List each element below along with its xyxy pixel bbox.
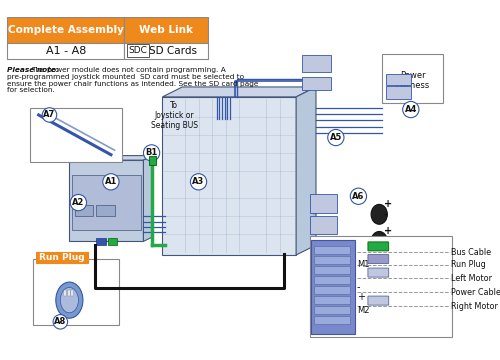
Bar: [314, 266, 350, 274]
Text: Power
Harness: Power Harness: [396, 71, 430, 90]
Bar: [314, 306, 350, 314]
Text: B1: B1: [146, 148, 158, 157]
Text: -: -: [384, 210, 388, 220]
Circle shape: [70, 194, 86, 211]
Bar: [96, 205, 114, 216]
Bar: [124, 17, 208, 43]
FancyBboxPatch shape: [368, 296, 388, 305]
Bar: [314, 286, 350, 294]
Bar: [33, 260, 119, 324]
Bar: [75, 205, 93, 216]
Bar: [149, 156, 156, 165]
Text: pre-programmed joystick mounted  SD card must be selected to: pre-programmed joystick mounted SD card …: [7, 74, 244, 80]
Bar: [7, 17, 124, 43]
Bar: [71, 290, 74, 296]
Ellipse shape: [371, 231, 388, 251]
Text: To
Joystick or
Seating BUS: To Joystick or Seating BUS: [150, 100, 198, 130]
Text: A3: A3: [192, 177, 204, 186]
Bar: [96, 238, 106, 245]
Text: for selection.: for selection.: [7, 87, 55, 93]
Bar: [302, 77, 332, 90]
Text: The power module does not contain programming. A: The power module does not contain progra…: [32, 67, 226, 73]
FancyBboxPatch shape: [368, 268, 388, 277]
Bar: [314, 246, 350, 254]
Text: A5: A5: [330, 133, 342, 142]
Circle shape: [53, 315, 68, 329]
Text: A7: A7: [44, 111, 56, 120]
Text: A8: A8: [54, 317, 66, 326]
Text: Complete Assembly: Complete Assembly: [8, 25, 123, 35]
Circle shape: [350, 188, 366, 204]
Bar: [386, 74, 411, 85]
Text: Please note:: Please note:: [7, 67, 59, 73]
Bar: [314, 276, 350, 284]
Text: Bus Cable: Bus Cable: [450, 248, 490, 257]
Text: SD Cards: SD Cards: [150, 46, 198, 56]
Text: A4: A4: [404, 105, 417, 114]
Text: +: +: [384, 199, 392, 209]
Bar: [64, 290, 66, 296]
Circle shape: [190, 174, 206, 190]
Circle shape: [103, 174, 119, 190]
Bar: [310, 236, 452, 337]
Bar: [30, 108, 122, 162]
Bar: [70, 160, 144, 242]
Polygon shape: [144, 156, 152, 242]
Bar: [72, 175, 140, 230]
FancyBboxPatch shape: [368, 242, 388, 251]
Polygon shape: [296, 87, 316, 255]
Text: M2: M2: [356, 306, 369, 315]
Text: Run Plug: Run Plug: [40, 253, 85, 262]
Bar: [314, 256, 350, 264]
Text: +: +: [384, 226, 392, 236]
Text: -: -: [384, 237, 388, 247]
Bar: [124, 43, 208, 59]
Bar: [162, 97, 296, 255]
Text: Left Motor: Left Motor: [450, 274, 492, 283]
Bar: [7, 43, 124, 59]
Text: +: +: [356, 292, 364, 302]
Bar: [382, 54, 444, 103]
Circle shape: [144, 145, 160, 161]
Bar: [314, 315, 350, 324]
Text: ensure the power chair functions as intended. See the SD card page: ensure the power chair functions as inte…: [7, 81, 258, 87]
Text: A1 - A8: A1 - A8: [46, 46, 86, 56]
Text: Power Cable: Power Cable: [450, 288, 500, 297]
Circle shape: [402, 102, 419, 118]
Text: Right Motor: Right Motor: [450, 302, 498, 311]
Polygon shape: [162, 87, 316, 97]
Text: -: -: [356, 283, 360, 292]
Bar: [68, 290, 70, 296]
Bar: [127, 45, 149, 57]
Text: Web Link: Web Link: [139, 25, 193, 35]
Bar: [312, 240, 355, 334]
Bar: [310, 216, 337, 234]
Text: A1: A1: [104, 177, 117, 186]
Text: A2: A2: [72, 198, 85, 207]
Text: SDC: SDC: [128, 46, 148, 55]
Bar: [108, 238, 117, 245]
Circle shape: [42, 108, 56, 122]
Bar: [36, 252, 88, 263]
Circle shape: [328, 129, 344, 146]
Bar: [386, 86, 411, 99]
Polygon shape: [70, 156, 152, 160]
Ellipse shape: [60, 288, 78, 313]
Text: A6: A6: [352, 192, 364, 201]
FancyBboxPatch shape: [368, 255, 388, 264]
Ellipse shape: [371, 204, 388, 224]
Ellipse shape: [56, 282, 83, 318]
Bar: [314, 296, 350, 304]
Text: Run Plug: Run Plug: [450, 260, 486, 269]
Text: M1: M1: [356, 260, 369, 269]
Bar: [302, 55, 332, 72]
Bar: [310, 194, 337, 212]
